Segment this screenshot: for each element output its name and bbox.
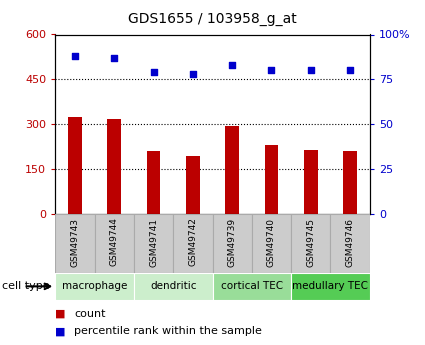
Point — [229, 62, 235, 68]
Bar — [134, 273, 212, 300]
Bar — [186, 156, 200, 214]
Bar — [343, 151, 357, 214]
Text: dendritic: dendritic — [150, 282, 196, 291]
Text: cortical TEC: cortical TEC — [221, 282, 283, 291]
Bar — [291, 273, 370, 300]
Text: GSM49742: GSM49742 — [188, 218, 197, 266]
Bar — [134, 214, 173, 273]
Bar — [55, 273, 134, 300]
Text: GSM49746: GSM49746 — [346, 218, 354, 267]
Bar — [55, 214, 94, 273]
Text: GSM49743: GSM49743 — [71, 218, 79, 267]
Bar — [147, 151, 160, 214]
Bar — [68, 117, 82, 214]
Text: ■: ■ — [55, 326, 66, 336]
Text: count: count — [74, 309, 106, 319]
Text: macrophage: macrophage — [62, 282, 127, 291]
Bar — [252, 214, 291, 273]
Point — [150, 69, 157, 75]
Text: percentile rank within the sample: percentile rank within the sample — [74, 326, 262, 336]
Point — [190, 71, 196, 77]
Point — [71, 53, 78, 59]
Text: GSM49745: GSM49745 — [306, 218, 315, 267]
Point — [268, 68, 275, 73]
Bar — [173, 214, 212, 273]
Bar — [304, 150, 317, 214]
Bar — [225, 126, 239, 214]
Text: ■: ■ — [55, 309, 66, 319]
Text: cell type: cell type — [2, 282, 50, 291]
Text: GSM49741: GSM49741 — [149, 218, 158, 267]
Bar — [291, 214, 331, 273]
Point — [307, 68, 314, 73]
Text: GSM49740: GSM49740 — [267, 218, 276, 267]
Point — [111, 55, 118, 61]
Bar — [212, 273, 291, 300]
Text: GSM49744: GSM49744 — [110, 218, 119, 266]
Bar — [212, 214, 252, 273]
Text: GSM49739: GSM49739 — [228, 217, 237, 267]
Bar — [331, 214, 370, 273]
Text: medullary TEC: medullary TEC — [292, 282, 368, 291]
Bar — [108, 119, 121, 214]
Bar — [94, 214, 134, 273]
Bar — [265, 145, 278, 214]
Text: GDS1655 / 103958_g_at: GDS1655 / 103958_g_at — [128, 12, 297, 26]
Point — [347, 68, 354, 73]
